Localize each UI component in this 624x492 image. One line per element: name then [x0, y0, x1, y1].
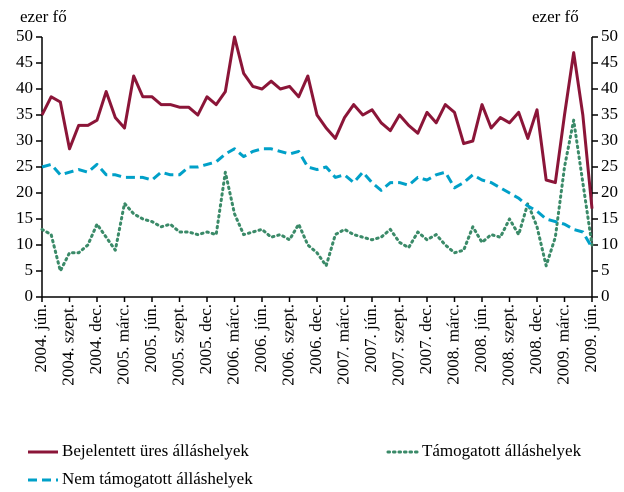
y-tick-label: 5 [25, 260, 34, 279]
x-tick-label: 2006. szept. [278, 304, 297, 386]
series-line [40, 118, 594, 273]
y-tick-label: 25 [16, 156, 33, 175]
y2-tick-label: 15 [601, 208, 618, 227]
x-tick-label: 2005. szept. [168, 304, 187, 386]
legend-label: Bejelentett üres álláshelyek [62, 441, 249, 460]
y2-tick-label: 25 [601, 156, 618, 175]
x-tick-label: 2007. szept. [388, 304, 407, 386]
y2-tick-label: 50 [601, 26, 618, 45]
x-tick-label: 2004. szept. [58, 304, 77, 386]
x-tick-label: 2005. dec. [196, 304, 215, 374]
x-tick-label: 2004. jún. [31, 304, 50, 372]
x-tick-label: 2006. márc. [223, 304, 242, 385]
legend-label: Támogatott álláshelyek [422, 441, 582, 460]
x-tick-label: 2005. márc. [113, 304, 132, 385]
series-line [40, 35, 594, 209]
x-tick-label: 2006. dec. [306, 304, 325, 374]
y2-tick-label: 35 [601, 104, 618, 123]
y2-tick-label: 5 [601, 260, 610, 279]
x-tick-label: 2008. jún. [471, 304, 490, 372]
y2-tick-label: 45 [601, 52, 618, 71]
x-tick-label: 2007. márc. [333, 304, 352, 385]
y-tick-label: 35 [16, 104, 33, 123]
x-tick-label: 2008. szept. [498, 304, 517, 386]
series-line [41, 147, 594, 249]
y2-tick-label: 10 [601, 234, 618, 253]
y-tick-label: 30 [16, 130, 33, 149]
y-tick-label: 40 [16, 78, 33, 97]
y-tick-label: 20 [16, 182, 33, 201]
y2-tick-label: 20 [601, 182, 618, 201]
legend-label: Nem támogatott álláshelyek [62, 469, 253, 488]
y-tick-label: 50 [16, 26, 33, 45]
y2-tick-label: 40 [601, 78, 618, 97]
x-tick-label: 2007. dec. [416, 304, 435, 374]
y-tick-label: 15 [16, 208, 33, 227]
x-tick-label: 2004. dec. [86, 304, 105, 374]
x-tick-label: 2005. jún. [141, 304, 160, 372]
x-tick-label: 2008. dec. [526, 304, 545, 374]
x-tick-label: 2008. márc. [443, 304, 462, 385]
y-tick-label: 10 [16, 234, 33, 253]
y-axis-title: ezer fő [20, 7, 67, 26]
y2-tick-label: 0 [601, 286, 610, 305]
x-tick-label: 2009. jún. [581, 304, 600, 372]
y2-axis-title: ezer fő [532, 7, 579, 26]
y2-tick-label: 30 [601, 130, 618, 149]
x-tick-label: 2006. jún. [251, 304, 270, 372]
x-tick-label: 2009. márc. [553, 304, 572, 385]
y-tick-label: 0 [25, 286, 34, 305]
x-tick-label: 2007. jún. [361, 304, 380, 372]
y-tick-label: 45 [16, 52, 33, 71]
